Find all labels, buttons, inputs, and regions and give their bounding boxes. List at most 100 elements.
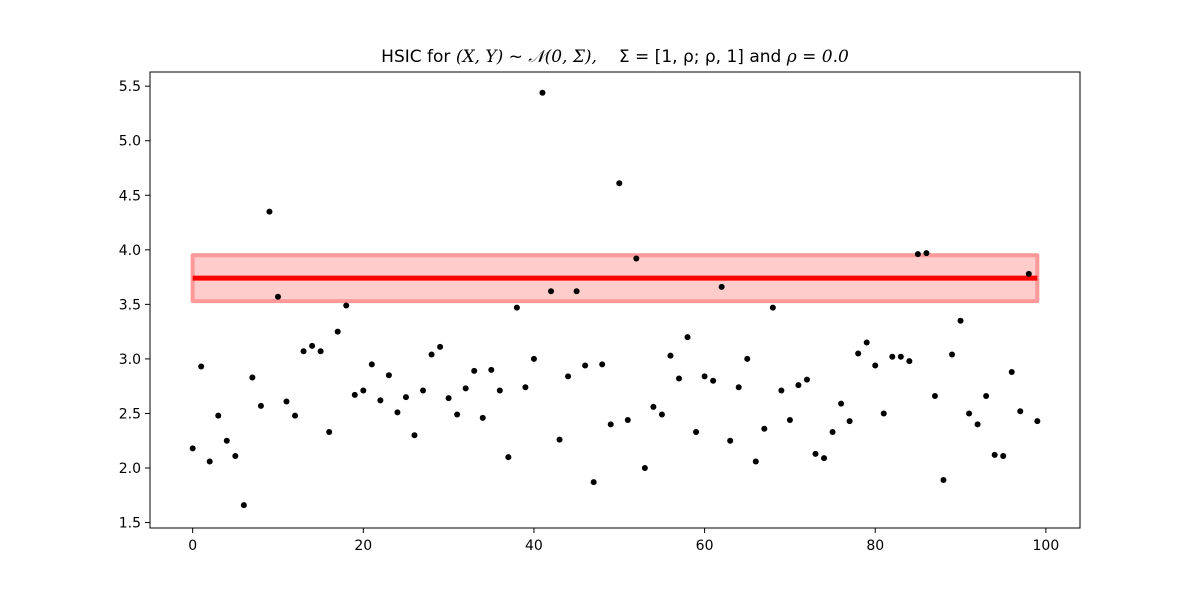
data-point [829,429,836,435]
data-point [650,403,657,410]
data-point [693,429,700,435]
data-point [496,387,503,394]
data-point [300,348,307,355]
data-point [274,293,281,300]
data-point [761,425,768,432]
data-point [292,412,299,419]
data-point [727,437,734,444]
data-point [420,387,427,394]
data-point [616,180,623,187]
title-pair: (X, Y) [456,47,503,67]
data-point [838,400,845,407]
data-point [863,339,870,346]
data-point [931,393,938,399]
data-point [582,362,589,369]
data-point [573,288,580,295]
y-tick-label: 1.5 [119,516,141,532]
data-point [769,304,776,311]
data-point [223,437,230,444]
data-point [590,479,597,486]
data-point [530,355,537,362]
data-point [513,304,520,311]
data-point [957,317,964,324]
data-point [343,302,350,309]
data-point [454,411,461,418]
data-point [334,328,341,335]
data-point [1025,270,1032,277]
data-point [198,363,205,370]
data-point [974,421,981,428]
y-tick-label: 5.5 [119,79,141,95]
data-point [351,391,358,398]
data-point [718,283,725,290]
chart-title: HSIC for (X, Y) ~ 𝒩(0, Σ), Σ = [1, ρ; ρ, … [381,47,849,67]
data-points-layer [189,89,1041,509]
data-point [317,348,324,355]
data-point [445,395,452,402]
x-tick-label: 40 [525,538,543,554]
data-point [752,458,759,465]
data-point [206,458,213,465]
data-point [309,342,316,349]
data-point [522,384,529,391]
data-point [462,385,469,392]
data-point [949,351,956,358]
data-point [411,432,418,439]
y-tick-label: 3.5 [119,297,141,313]
data-point [360,387,367,394]
y-tick-label: 5.0 [119,134,141,150]
x-tick-label: 80 [866,538,884,554]
y-tick-label: 3.0 [119,352,141,368]
data-point [326,429,333,435]
data-point [914,251,921,258]
data-point [505,454,512,461]
data-point [385,372,392,379]
data-point [701,373,708,380]
x-tick-label: 0 [188,538,197,554]
data-point [889,353,896,360]
data-point [1000,453,1007,459]
y-tick-label: 2.0 [119,461,141,477]
data-point [744,355,751,362]
data-point [479,414,486,421]
title-sigma: Σ = [1, ρ; ρ, 1] [619,47,744,67]
data-point [821,455,828,462]
data-point [1008,369,1015,375]
data-point [684,334,691,341]
data-point [624,417,631,423]
data-point [368,361,375,368]
data-point [377,397,384,404]
data-point [1017,408,1024,415]
data-point [283,398,290,405]
title-rho: ρ = 0.0 [786,47,849,67]
data-point [240,502,247,509]
data-point [923,250,930,257]
y-tick-label: 4.0 [119,243,141,259]
data-point [539,89,546,96]
data-point [394,409,401,416]
data-point [906,358,913,365]
data-point [249,374,256,381]
data-point [812,450,819,457]
plot-frame [149,71,1081,529]
data-point [786,417,793,423]
data-point [897,353,904,360]
data-point [437,343,444,350]
x-tick-label: 100 [1033,538,1060,554]
data-point [710,377,717,384]
data-point [983,393,990,399]
data-point [658,411,665,418]
x-tick-label: 60 [696,538,714,554]
data-point [667,352,674,359]
y-tick-label: 4.5 [119,188,141,204]
data-point [855,350,862,357]
data-point [846,418,853,425]
data-point [232,453,239,459]
data-point [556,436,563,443]
data-point [257,402,264,409]
data-point [880,410,887,417]
data-point [675,375,682,382]
title-tilde: ~ [503,47,528,67]
data-point [189,445,196,452]
